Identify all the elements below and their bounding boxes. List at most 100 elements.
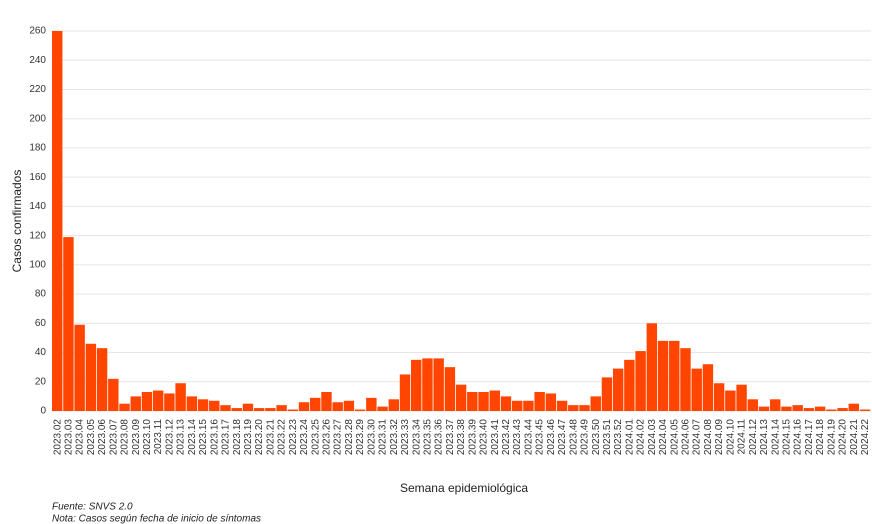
bar (747, 399, 759, 411)
bar (601, 377, 613, 411)
bar (108, 378, 119, 411)
x-tick-label: 2024.02 (636, 419, 647, 456)
bar (310, 397, 321, 411)
x-tick-label: 2023.17 (221, 419, 232, 456)
source: Fuente: SNVS 2.0 (52, 502, 133, 513)
x-tick-label: 2023.30 (366, 419, 377, 456)
x-tick-label: 2023.52 (613, 419, 624, 456)
x-tick-label: 2023.32 (389, 419, 400, 456)
x-tick-label: 2023.41 (490, 419, 501, 456)
bar (175, 383, 186, 411)
bar (612, 368, 624, 411)
x-tick-label: 2024.18 (815, 419, 826, 456)
x-tick-label: 2023.36 (434, 419, 445, 456)
bar (736, 384, 747, 411)
y-tick-label: 260 (29, 26, 46, 37)
bar (63, 237, 74, 411)
x-tick-label: 2024.03 (647, 419, 658, 456)
x-tick-label: 2023.04 (75, 419, 86, 456)
bar (433, 358, 444, 411)
bar (85, 343, 97, 411)
x-tick-label: 2023.06 (97, 419, 108, 456)
bar (287, 409, 299, 411)
x-tick-label: 2024.15 (781, 419, 792, 456)
x-tick-label: 2023.08 (120, 419, 131, 456)
bar (242, 403, 254, 411)
bar (411, 359, 422, 411)
bar (713, 383, 725, 411)
x-tick-label: 2023.12 (164, 419, 175, 456)
x-tick-label: 2023.05 (86, 419, 97, 456)
x-tick-label: 2024.12 (748, 419, 759, 456)
x-tick-label: 2023.49 (580, 419, 591, 456)
y-tick-label: 200 (29, 113, 46, 124)
x-tick-label: 2023.35 (422, 419, 433, 456)
bar (74, 324, 85, 411)
x-tick-label: 2024.13 (759, 419, 770, 456)
y-tick-label: 220 (29, 84, 46, 95)
x-tick-label: 2024.06 (681, 419, 692, 456)
y-axis-title: Casos confirmados (10, 170, 24, 273)
bar (624, 359, 635, 411)
x-tick-label: 2023.45 (535, 419, 546, 456)
x-tick-label: 2024.10 (725, 419, 736, 456)
x-tick-label: 2023.28 (344, 419, 355, 456)
y-tick-label: 60 (35, 318, 47, 329)
x-tick-label: 2023.11 (153, 419, 164, 455)
x-tick-label: 2023.23 (288, 419, 299, 456)
x-tick-label: 2023.51 (602, 419, 613, 456)
x-tick-label: 2024.16 (793, 419, 804, 456)
y-tick-label: 120 (29, 230, 46, 241)
bar (478, 392, 489, 411)
x-tick-label: 2023.22 (277, 419, 288, 456)
x-tick-label: 2023.18 (232, 419, 243, 456)
bar (377, 406, 388, 411)
y-tick-label: 40 (35, 347, 47, 358)
x-tick-label: 2024.09 (714, 419, 725, 456)
x-tick-label: 2023.13 (176, 419, 187, 456)
x-tick-label: 2023.43 (512, 419, 523, 456)
bar (646, 323, 658, 411)
x-tick-label: 2023.27 (333, 419, 344, 456)
x-tick-label: 2023.19 (243, 419, 254, 456)
x-tick-label: 2023.40 (479, 419, 490, 456)
bar (52, 31, 63, 411)
x-tick-label: 2024.11 (737, 419, 748, 455)
bar (152, 390, 164, 411)
y-tick-label: 140 (29, 201, 46, 212)
bar (444, 367, 456, 411)
bar (511, 400, 523, 411)
bar (837, 408, 848, 411)
bar (523, 400, 534, 411)
x-tick-label: 2023.10 (142, 419, 153, 456)
bar (725, 390, 736, 411)
bar (489, 390, 500, 411)
y-tick-label: 240 (29, 55, 46, 66)
bar (388, 399, 399, 411)
bar (141, 392, 153, 411)
x-tick-label: 2024.17 (804, 419, 815, 456)
x-tick-label: 2023.50 (591, 419, 602, 456)
x-tick-label: 2023.46 (546, 419, 557, 456)
bar (534, 392, 545, 411)
bar (96, 348, 108, 411)
bar (568, 405, 579, 411)
x-tick-label: 2023.07 (108, 419, 119, 456)
bar (803, 408, 815, 411)
x-tick-label: 2023.47 (557, 419, 568, 456)
bar (579, 405, 590, 411)
x-tick-label: 2023.29 (355, 419, 366, 456)
x-tick-label: 2023.31 (378, 419, 389, 456)
bar (635, 351, 646, 411)
bar (186, 396, 198, 411)
x-tick-label: 2023.26 (322, 419, 333, 456)
x-tick-label: 2023.33 (400, 419, 411, 456)
bar (669, 340, 680, 411)
x-tick-label: 2023.42 (501, 419, 512, 456)
x-tick-label: 2023.24 (299, 419, 310, 456)
bar (220, 405, 231, 411)
bar (164, 393, 175, 411)
note: Nota: Casos según fecha de inicio de sín… (52, 514, 261, 524)
bar (702, 364, 714, 411)
